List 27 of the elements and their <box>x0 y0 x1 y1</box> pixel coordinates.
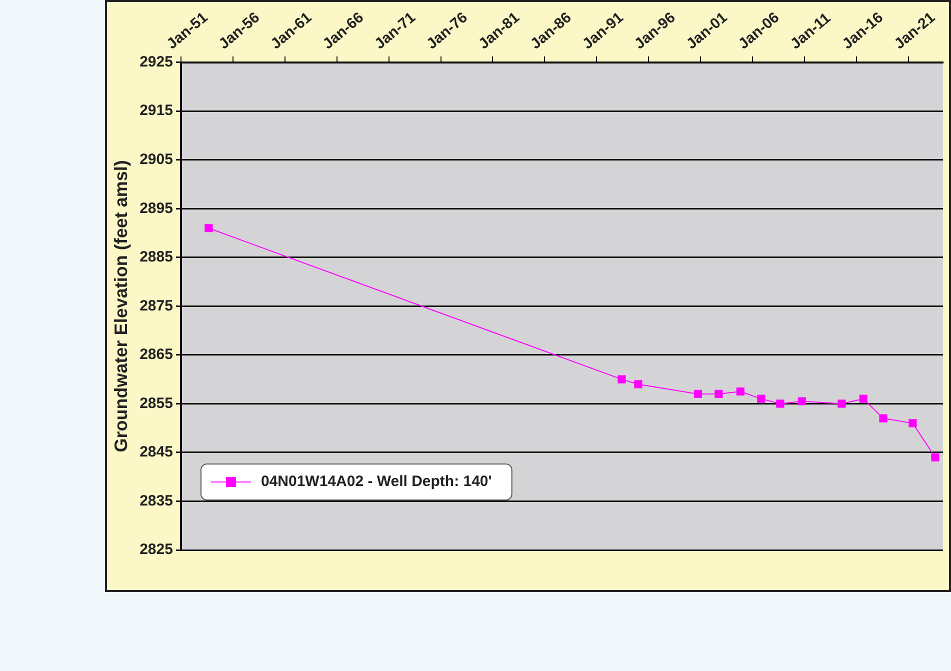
point <box>798 397 806 406</box>
point <box>859 394 868 403</box>
point <box>879 414 888 422</box>
point <box>714 390 723 398</box>
point <box>776 400 784 408</box>
point <box>931 453 940 462</box>
legend-label: 04N01W14A02 - Well Depth: 140' <box>260 473 492 490</box>
point <box>204 224 213 232</box>
y-tick-label: 2905 <box>140 151 173 168</box>
point <box>618 375 626 384</box>
point <box>757 394 766 403</box>
y-tick-label: 2865 <box>140 346 173 364</box>
point <box>736 387 744 396</box>
point <box>634 380 642 388</box>
y-tick-label: 2845 <box>140 444 173 461</box>
y-tick-label: 2915 <box>140 102 173 120</box>
y-tick-label: 2885 <box>140 248 173 266</box>
point <box>908 419 917 428</box>
point <box>838 400 846 408</box>
y-tick-label: 2895 <box>140 200 173 217</box>
y-tick-label: 2835 <box>140 492 173 510</box>
y-tick-label: 2825 <box>140 541 173 558</box>
y-tick-label: 2875 <box>140 297 173 314</box>
y-tick-label: 2855 <box>140 394 173 412</box>
point <box>694 390 702 398</box>
y-axis-title: Groundwater Elevation (feet amsl) <box>110 160 131 452</box>
y-tick-label: 2925 <box>140 53 173 70</box>
